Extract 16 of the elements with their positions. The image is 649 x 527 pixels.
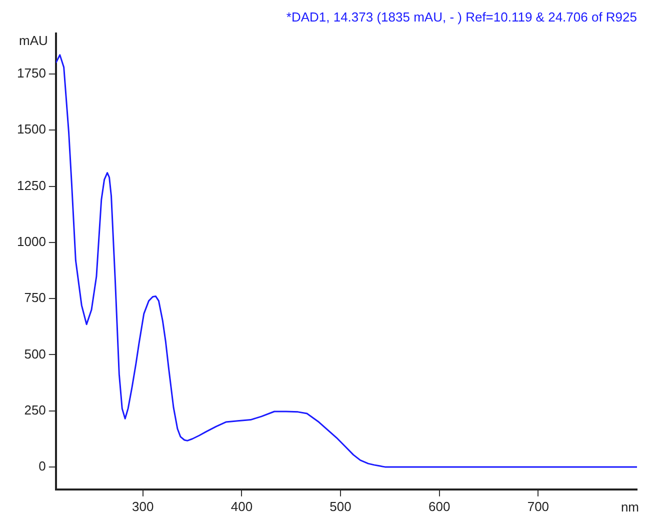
- x-tick-label: 600: [428, 498, 450, 514]
- x-tick-label: 300: [132, 498, 154, 514]
- y-tick-label: 500: [24, 346, 46, 362]
- x-tick-label: 400: [230, 498, 253, 514]
- y-tick-label: 1750: [17, 66, 46, 81]
- y-axis-title: mAU: [19, 33, 48, 48]
- x-axis-title: nm: [620, 499, 639, 514]
- y-tick-label: 1250: [17, 178, 46, 193]
- y-tick-label: 750: [24, 290, 46, 306]
- y-tick-label: 0: [38, 458, 46, 474]
- y-tick-label: 250: [24, 402, 46, 418]
- chart-title: *DAD1, 14.373 (1835 mAU, - ) Ref=10.119 & 24.706 of R925: [286, 9, 637, 24]
- x-tick-label: 700: [527, 498, 550, 514]
- y-tick-label: 1000: [17, 234, 46, 249]
- y-tick-label: 1500: [17, 122, 46, 137]
- x-tick-label: 500: [330, 498, 352, 514]
